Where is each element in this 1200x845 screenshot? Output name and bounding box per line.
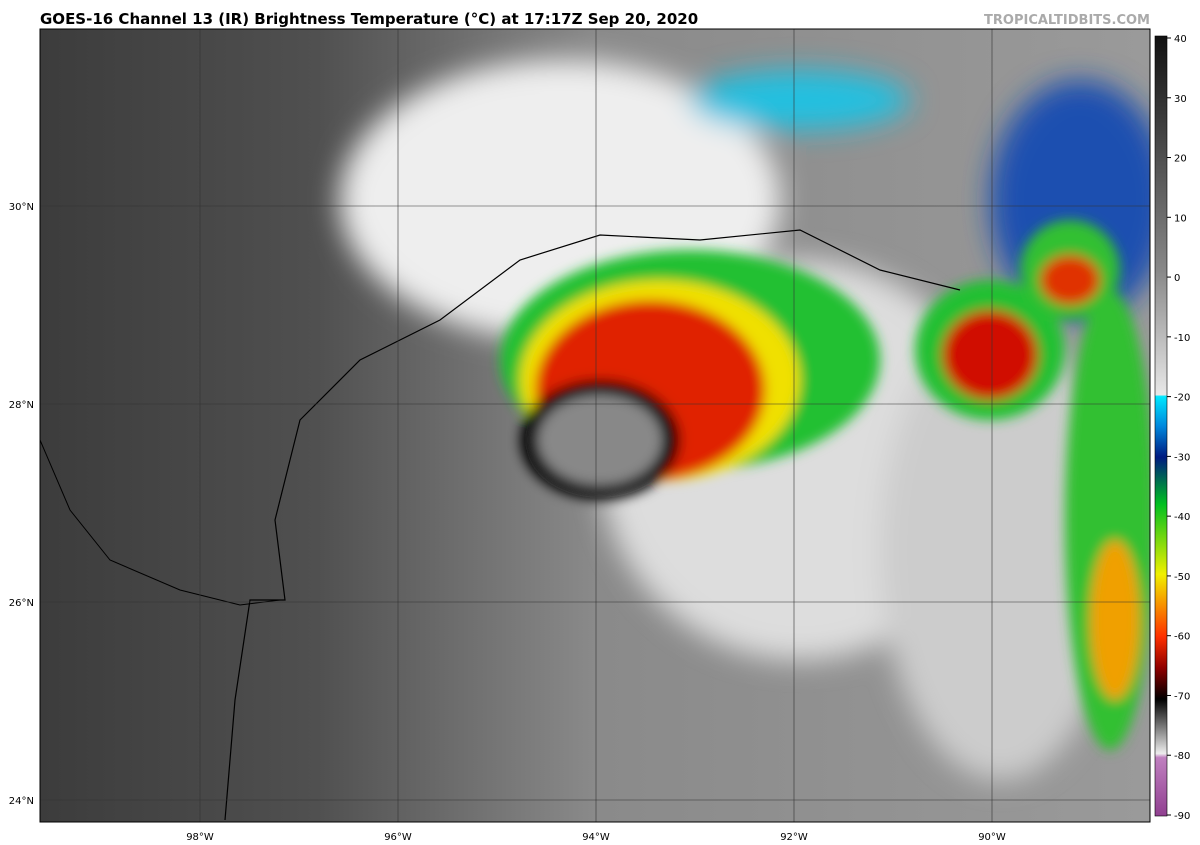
colorbar-label: -90 [1174, 811, 1190, 822]
border [40, 439, 281, 606]
colorbar-label: 0 [1174, 273, 1180, 284]
lon-label: 90°W [978, 832, 1006, 843]
lat-label: 26°N [9, 598, 34, 609]
colorbar [1154, 35, 1168, 817]
title: GOES-16 Channel 13 (IR) Brightness Tempe… [40, 10, 698, 28]
lon-label: 98°W [186, 832, 214, 843]
colorbar-label: -50 [1174, 572, 1190, 583]
colorbar-label: 10 [1174, 213, 1187, 224]
colorbar-label: 40 [1174, 34, 1187, 45]
colorbar-label: -60 [1174, 632, 1190, 643]
lat-label: 30°N [9, 202, 34, 213]
graticule [40, 29, 1150, 822]
lon-label: 92°W [780, 832, 808, 843]
lon-label: 94°W [582, 832, 610, 843]
site-credit: TROPICALTIDBITS.COM [984, 13, 1150, 28]
lon-label: 96°W [384, 832, 412, 843]
colorbar-label: -30 [1174, 452, 1190, 463]
colorbar-label: -10 [1174, 333, 1190, 344]
colorbar-label: -40 [1174, 512, 1190, 523]
colorbar-label: -70 [1174, 691, 1190, 702]
satellite-image [40, 29, 1150, 822]
colorbar-label: -20 [1174, 393, 1190, 404]
colorbar-label: 30 [1174, 94, 1187, 105]
colorbar-label: 20 [1174, 154, 1187, 165]
colorbar-label: -80 [1174, 751, 1190, 762]
storm [500, 220, 1150, 750]
lat-label: 24°N [9, 796, 34, 807]
coastline [224, 229, 961, 821]
lat-label: 28°N [9, 400, 34, 411]
map-frame [39, 28, 1151, 823]
